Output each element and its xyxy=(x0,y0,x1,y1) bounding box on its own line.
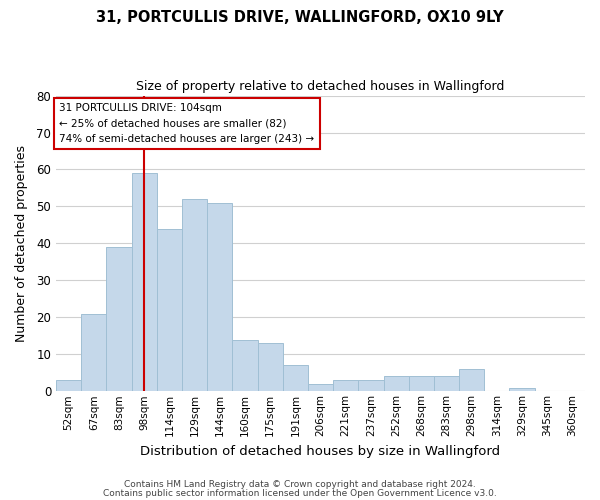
Bar xyxy=(157,228,182,392)
Bar xyxy=(182,199,207,392)
Bar xyxy=(308,384,333,392)
Bar xyxy=(56,380,81,392)
Bar xyxy=(283,366,308,392)
Text: 31 PORTCULLIS DRIVE: 104sqm
← 25% of detached houses are smaller (82)
74% of sem: 31 PORTCULLIS DRIVE: 104sqm ← 25% of det… xyxy=(59,103,314,144)
Bar xyxy=(509,388,535,392)
Bar xyxy=(257,343,283,392)
Text: Contains HM Land Registry data © Crown copyright and database right 2024.: Contains HM Land Registry data © Crown c… xyxy=(124,480,476,489)
Bar xyxy=(106,247,131,392)
Bar xyxy=(409,376,434,392)
Text: Contains public sector information licensed under the Open Government Licence v3: Contains public sector information licen… xyxy=(103,488,497,498)
Bar xyxy=(333,380,358,392)
X-axis label: Distribution of detached houses by size in Wallingford: Distribution of detached houses by size … xyxy=(140,444,500,458)
Bar xyxy=(131,173,157,392)
Bar xyxy=(81,314,106,392)
Bar xyxy=(383,376,409,392)
Bar xyxy=(459,369,484,392)
Y-axis label: Number of detached properties: Number of detached properties xyxy=(15,145,28,342)
Bar xyxy=(232,340,257,392)
Text: 31, PORTCULLIS DRIVE, WALLINGFORD, OX10 9LY: 31, PORTCULLIS DRIVE, WALLINGFORD, OX10 … xyxy=(96,10,504,25)
Bar xyxy=(434,376,459,392)
Title: Size of property relative to detached houses in Wallingford: Size of property relative to detached ho… xyxy=(136,80,505,93)
Bar xyxy=(207,202,232,392)
Bar xyxy=(358,380,383,392)
